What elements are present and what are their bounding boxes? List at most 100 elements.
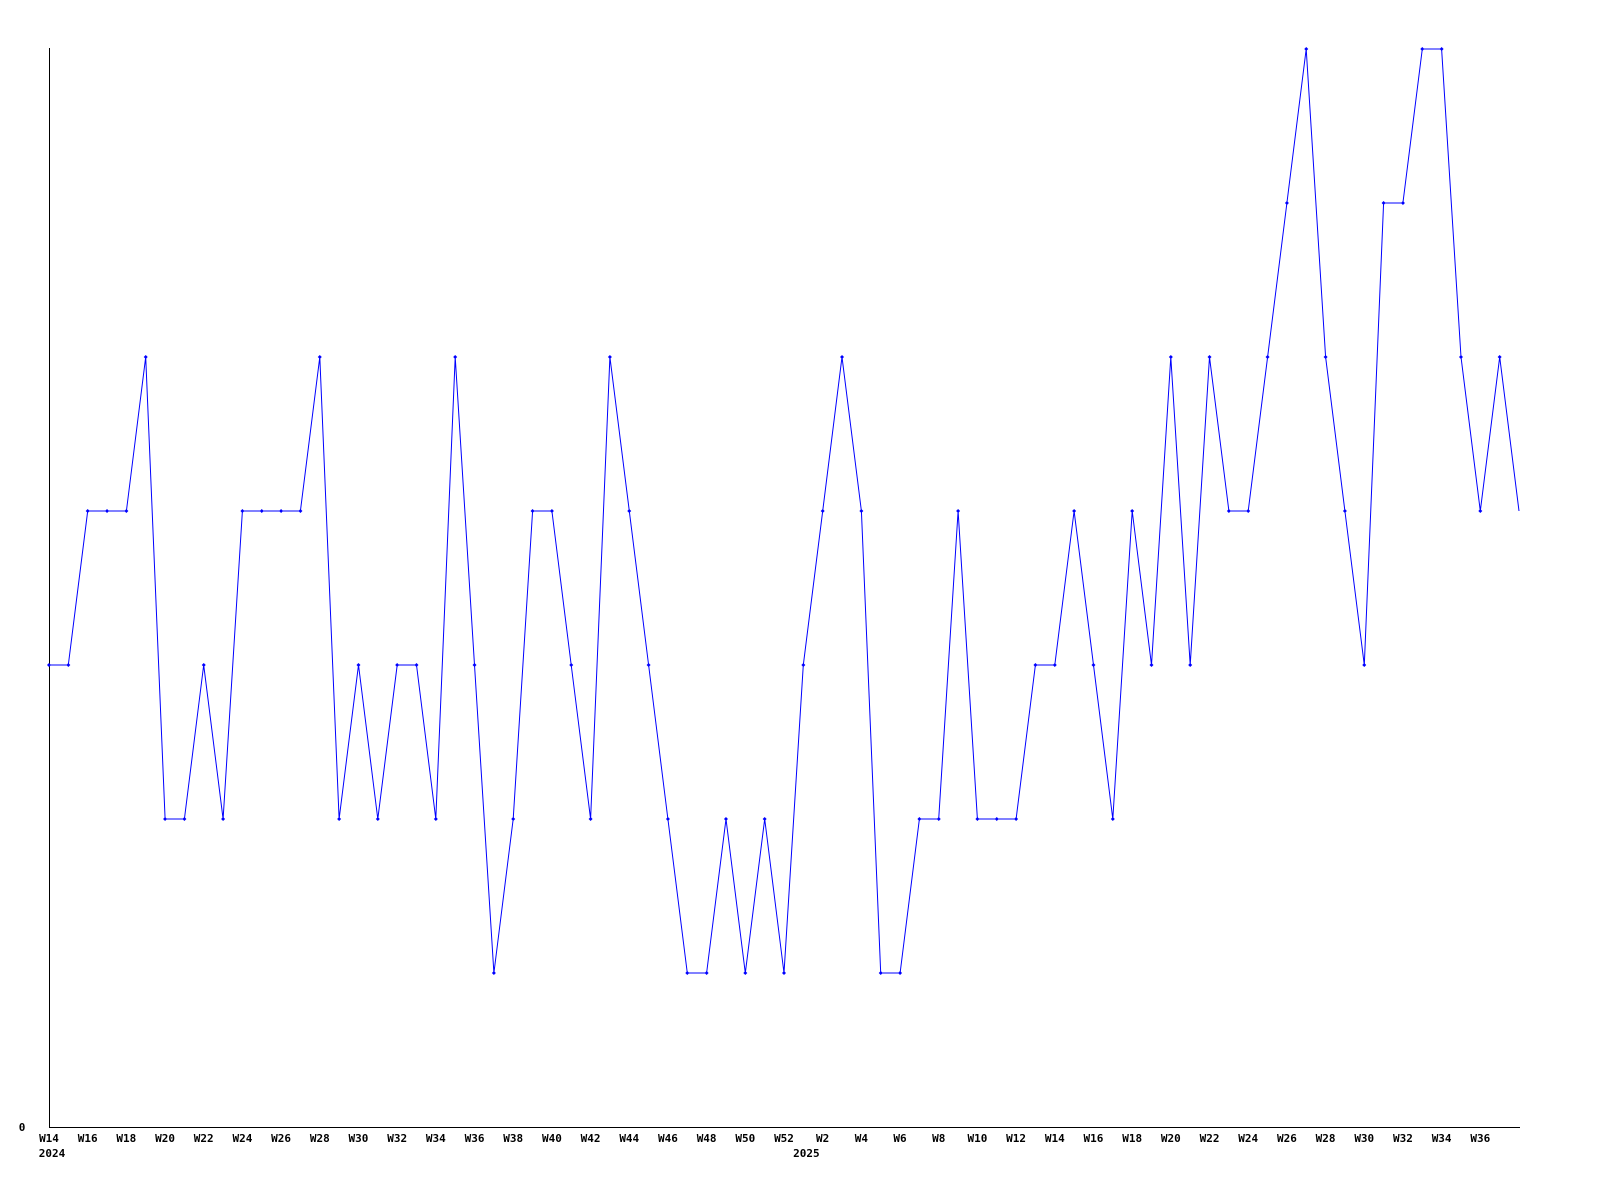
x-tick-label: W18	[116, 1132, 136, 1145]
data-point	[47, 663, 51, 667]
x-tick-label: W36	[465, 1132, 485, 1145]
data-point	[511, 817, 516, 821]
x-tick-label: W2	[816, 1132, 829, 1145]
x-tick-label: W30	[349, 1132, 369, 1145]
data-point	[1478, 509, 1483, 513]
data-point	[1362, 663, 1367, 667]
data-point	[936, 817, 941, 821]
data-point	[1342, 509, 1347, 513]
x-tick-label: W24	[1238, 1132, 1258, 1145]
year-labels: 2024 2025	[39, 1147, 820, 1160]
data-point	[820, 509, 825, 513]
data-point	[588, 817, 593, 821]
data-point	[105, 509, 110, 513]
data-point	[782, 971, 786, 975]
data-point	[762, 817, 767, 821]
data-point	[1052, 663, 1057, 667]
x-tick-label: W16	[78, 1132, 98, 1145]
x-tick-label: W48	[697, 1132, 717, 1145]
data-point	[491, 971, 496, 975]
data-point	[1033, 663, 1038, 667]
data-point	[1284, 201, 1289, 205]
data-point	[414, 663, 419, 667]
x-tick-labels: W14 W16 W18 W20 W22 W24 W26 W28 W30 W32 W34 W36 W38 W…	[39, 1132, 1491, 1145]
data-point	[1072, 509, 1077, 513]
series-markers	[47, 47, 1502, 975]
data-point	[1265, 355, 1270, 359]
data-point	[1014, 817, 1019, 821]
data-point	[317, 355, 322, 359]
x-tick-label: W50	[735, 1132, 755, 1145]
x-tick-label: W18	[1122, 1132, 1142, 1145]
data-point	[66, 663, 71, 667]
data-point	[1323, 355, 1328, 359]
data-point	[472, 663, 477, 667]
data-point	[1246, 509, 1251, 513]
data-point	[801, 663, 806, 667]
data-point	[182, 817, 187, 821]
data-point	[723, 817, 728, 821]
data-point	[221, 817, 226, 821]
x-tick-label: W16	[1084, 1132, 1104, 1145]
x-tick-label: W30	[1354, 1132, 1374, 1145]
data-point	[1226, 509, 1231, 513]
data-point	[549, 509, 554, 513]
data-point	[356, 663, 361, 667]
data-point	[994, 817, 999, 821]
data-point	[1168, 355, 1173, 359]
data-point	[337, 817, 342, 821]
data-point	[1207, 355, 1212, 359]
x-tick-label: W28	[1316, 1132, 1336, 1145]
x-tick-label: W46	[658, 1132, 678, 1145]
data-point	[975, 817, 980, 821]
data-point	[143, 355, 148, 359]
data-point	[1497, 355, 1502, 359]
x-tick-label: W32	[1393, 1132, 1413, 1145]
x-tick-label: W34	[1432, 1132, 1452, 1145]
y-tick-label: 0	[19, 1121, 26, 1134]
x-tick-label: W26	[1277, 1132, 1297, 1145]
data-point	[1381, 201, 1386, 205]
data-point	[685, 971, 690, 975]
x-tick-label: W6	[893, 1132, 907, 1145]
x-tick-label: W34	[426, 1132, 446, 1145]
data-point	[898, 971, 903, 975]
data-point	[607, 355, 612, 359]
x-tick-label: W44	[619, 1132, 639, 1145]
data-point	[433, 817, 438, 821]
data-point	[1149, 663, 1154, 667]
data-point	[85, 509, 90, 513]
year-label: 2025	[793, 1147, 820, 1160]
x-tick-label: W20	[155, 1132, 175, 1145]
data-point	[259, 509, 264, 513]
data-point	[240, 509, 245, 513]
data-point	[569, 663, 574, 667]
data-point	[627, 509, 632, 513]
x-tick-label: W40	[542, 1132, 562, 1145]
x-tick-label: W20	[1161, 1132, 1181, 1145]
data-point	[530, 509, 535, 513]
data-point	[1091, 663, 1096, 667]
data-point	[1420, 47, 1425, 51]
data-point	[395, 663, 400, 667]
data-point	[743, 971, 748, 975]
data-point	[1400, 201, 1405, 205]
x-tick-label: W38	[503, 1132, 523, 1145]
data-point	[124, 509, 129, 513]
data-point	[453, 355, 458, 359]
x-tick-label: W10	[967, 1132, 987, 1145]
data-point	[298, 509, 303, 513]
x-tick-label: W4	[855, 1132, 869, 1145]
data-point	[956, 509, 961, 513]
data-point	[1439, 47, 1444, 51]
data-point	[878, 971, 883, 975]
x-tick-label: W14	[1045, 1132, 1065, 1145]
data-point	[704, 971, 709, 975]
x-tick-label: W14	[39, 1132, 59, 1145]
x-tick-label: W28	[310, 1132, 330, 1145]
data-point	[1130, 509, 1135, 513]
data-point	[840, 355, 845, 359]
x-tick-label: W8	[932, 1132, 945, 1145]
x-tick-label: W22	[1200, 1132, 1220, 1145]
data-point	[1458, 355, 1463, 359]
